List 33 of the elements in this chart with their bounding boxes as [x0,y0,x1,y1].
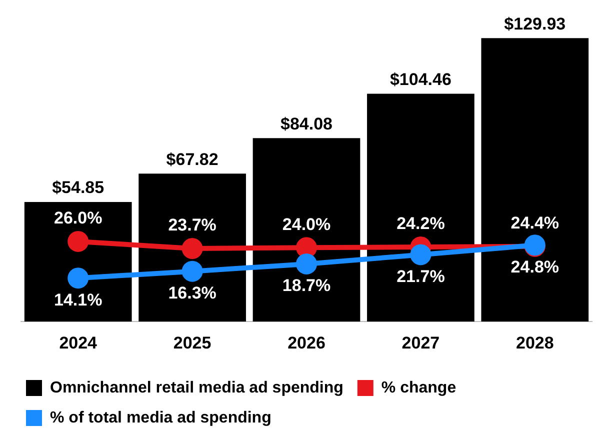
point [296,253,317,274]
legend-label: % of total media ad spending [50,409,272,426]
data-label: 14.1% [54,290,102,310]
data-label: 24.0% [282,214,331,234]
x-tick-label: 2025 [173,333,212,352]
data-label: $67.82 [166,150,218,169]
data-label: $104.46 [390,70,452,89]
point [68,230,89,252]
data-label: 24.8% [510,257,559,276]
x-tick-label: 2028 [516,333,554,352]
data-label: $84.08 [280,114,332,134]
data-label: 21.7% [396,266,445,286]
bar [24,202,132,322]
data-label: 26.0% [54,208,102,228]
legend-label: % change [381,379,456,396]
data-label: 24.2% [396,214,445,234]
bar [481,38,589,322]
x-tick-label: 2027 [402,333,440,352]
point [410,244,432,266]
data-label: $129.93 [504,14,566,34]
data-label: 18.7% [282,276,331,296]
x-tick-label: 2024 [59,333,98,352]
point [182,238,203,260]
bar [252,138,360,322]
bar [367,94,474,322]
legend-label: Omnichannel retail media ad spending [50,379,344,396]
point [68,268,89,289]
data-label: $54.85 [52,178,104,198]
x-tick-label: 2026 [288,333,326,352]
data-label: 16.3% [168,284,216,303]
data-label: 24.4% [510,214,559,233]
data-label: 23.7% [168,216,216,235]
point [182,260,203,282]
